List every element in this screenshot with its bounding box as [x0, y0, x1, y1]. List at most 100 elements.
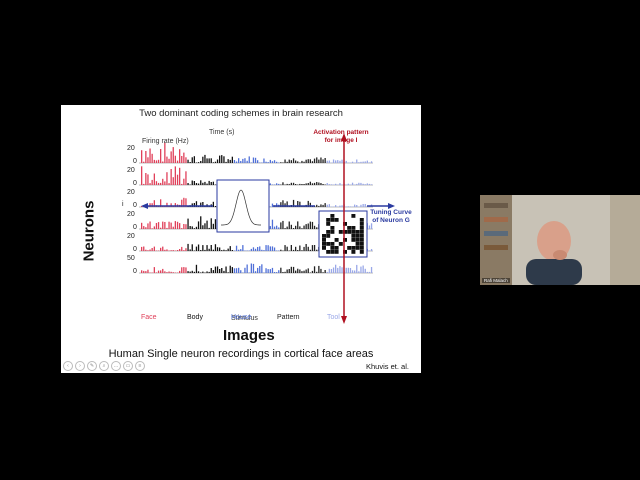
raster-bar: [185, 198, 187, 207]
raster-bar: [368, 250, 371, 251]
prev-icon[interactable]: ‹: [63, 361, 73, 371]
shelf-row: [484, 217, 508, 222]
raster-bar: [157, 270, 160, 273]
raster-bar: [290, 224, 292, 229]
raster-bar: [155, 272, 158, 273]
raster-bar: [335, 183, 337, 185]
raster-bar: [191, 270, 193, 273]
raster-bar: [303, 161, 305, 163]
raster-bar: [284, 184, 286, 185]
raster-bar: [208, 180, 210, 185]
raster-bar: [318, 205, 320, 207]
raster-bar: [145, 173, 147, 185]
cc-icon[interactable]: ▭: [123, 361, 133, 371]
raster-bar: [187, 218, 189, 229]
raster-bar: [356, 183, 358, 185]
raster-bar: [318, 182, 320, 185]
raster-bar: [170, 203, 172, 207]
raster-bar: [259, 266, 261, 273]
raster-bar: [358, 162, 360, 163]
raster-bar: [174, 250, 176, 251]
raster-bar: [210, 182, 212, 185]
raster-bar: [164, 181, 166, 185]
raster-bar: [368, 225, 371, 229]
qr-code-module: [326, 230, 331, 234]
raster-bar: [193, 181, 195, 185]
raster-bar: [292, 199, 295, 207]
raster-bar: [212, 270, 214, 273]
raster-bar: [324, 184, 326, 185]
qr-code-module: [322, 242, 326, 246]
raster-bar: [284, 271, 286, 273]
background-furniture: [610, 195, 640, 285]
raster-bar: [183, 178, 185, 185]
raster-bar: [208, 158, 210, 163]
qr-code-module: [351, 250, 356, 254]
raster-bar: [324, 270, 326, 273]
more-icon[interactable]: …: [111, 361, 121, 371]
raster-bar: [227, 248, 229, 251]
next-icon[interactable]: ›: [75, 361, 85, 371]
raster-bar: [214, 244, 217, 251]
raster-bar: [368, 271, 371, 273]
neuron-raster-chart: 20 0 20 0 20 0 20 0 20 0 50 0 i: [122, 133, 395, 324]
raster-bar: [212, 223, 214, 229]
raster-bar: [141, 246, 143, 251]
raster-bar: [316, 204, 318, 207]
raster-bar: [345, 267, 347, 273]
raster-bar: [221, 268, 223, 273]
firing-rate-label: Firing rate (Hz): [142, 138, 189, 145]
raster-bar: [299, 245, 301, 251]
raster-bar: [141, 270, 143, 273]
raster-bar: [216, 159, 219, 163]
speaker-video[interactable]: Rafi Malach: [480, 195, 640, 285]
raster-bar: [157, 222, 160, 229]
raster-bar: [183, 152, 185, 163]
raster-bar: [176, 221, 179, 229]
raster-bar: [155, 223, 158, 229]
menu-icon[interactable]: ≡: [135, 361, 145, 371]
raster-bar: [141, 222, 143, 229]
raster-bar: [273, 184, 276, 185]
raster-bar: [307, 246, 309, 251]
raster-bar: [267, 245, 269, 251]
raster-bar: [250, 248, 252, 251]
raster-bar: [200, 272, 202, 273]
qr-code-module: [359, 250, 364, 254]
raster-bar: [337, 267, 339, 273]
activation-label-line2: for image I: [324, 137, 358, 145]
raster-bar: [301, 184, 303, 185]
raster-bar: [356, 264, 358, 273]
raster-bar: [313, 266, 316, 273]
raster-bar: [231, 156, 233, 163]
raster-bar: [183, 267, 185, 273]
raster-bar: [297, 250, 299, 251]
raster-bar: [297, 161, 299, 163]
raster-bar: [309, 221, 311, 229]
qr-code-module: [351, 234, 356, 238]
raster-bar: [305, 183, 307, 185]
raster-bar: [240, 161, 242, 163]
raster-bar: [200, 202, 202, 207]
zoom-icon[interactable]: ⌕: [99, 361, 109, 371]
raster-bar: [147, 174, 149, 185]
raster-bar: [335, 160, 337, 163]
raster-bar: [311, 221, 314, 229]
pen-icon[interactable]: ✎: [87, 361, 97, 371]
raster-bar: [143, 246, 145, 251]
raster-bar: [185, 224, 187, 229]
raster-bar: [153, 246, 155, 251]
shelf-row: [484, 231, 508, 236]
raster-bar: [195, 226, 198, 229]
raster-bar: [244, 250, 246, 251]
raster-bar: [151, 272, 153, 273]
raster-bar: [238, 249, 240, 251]
raster-bar: [143, 270, 145, 273]
raster-bar: [141, 150, 143, 163]
raster-bar: [345, 184, 347, 185]
raster-bar: [278, 183, 280, 185]
raster-bar: [324, 203, 326, 207]
raster-bar: [235, 161, 238, 163]
raster-bar: [170, 151, 172, 163]
raster-bar: [216, 247, 219, 251]
